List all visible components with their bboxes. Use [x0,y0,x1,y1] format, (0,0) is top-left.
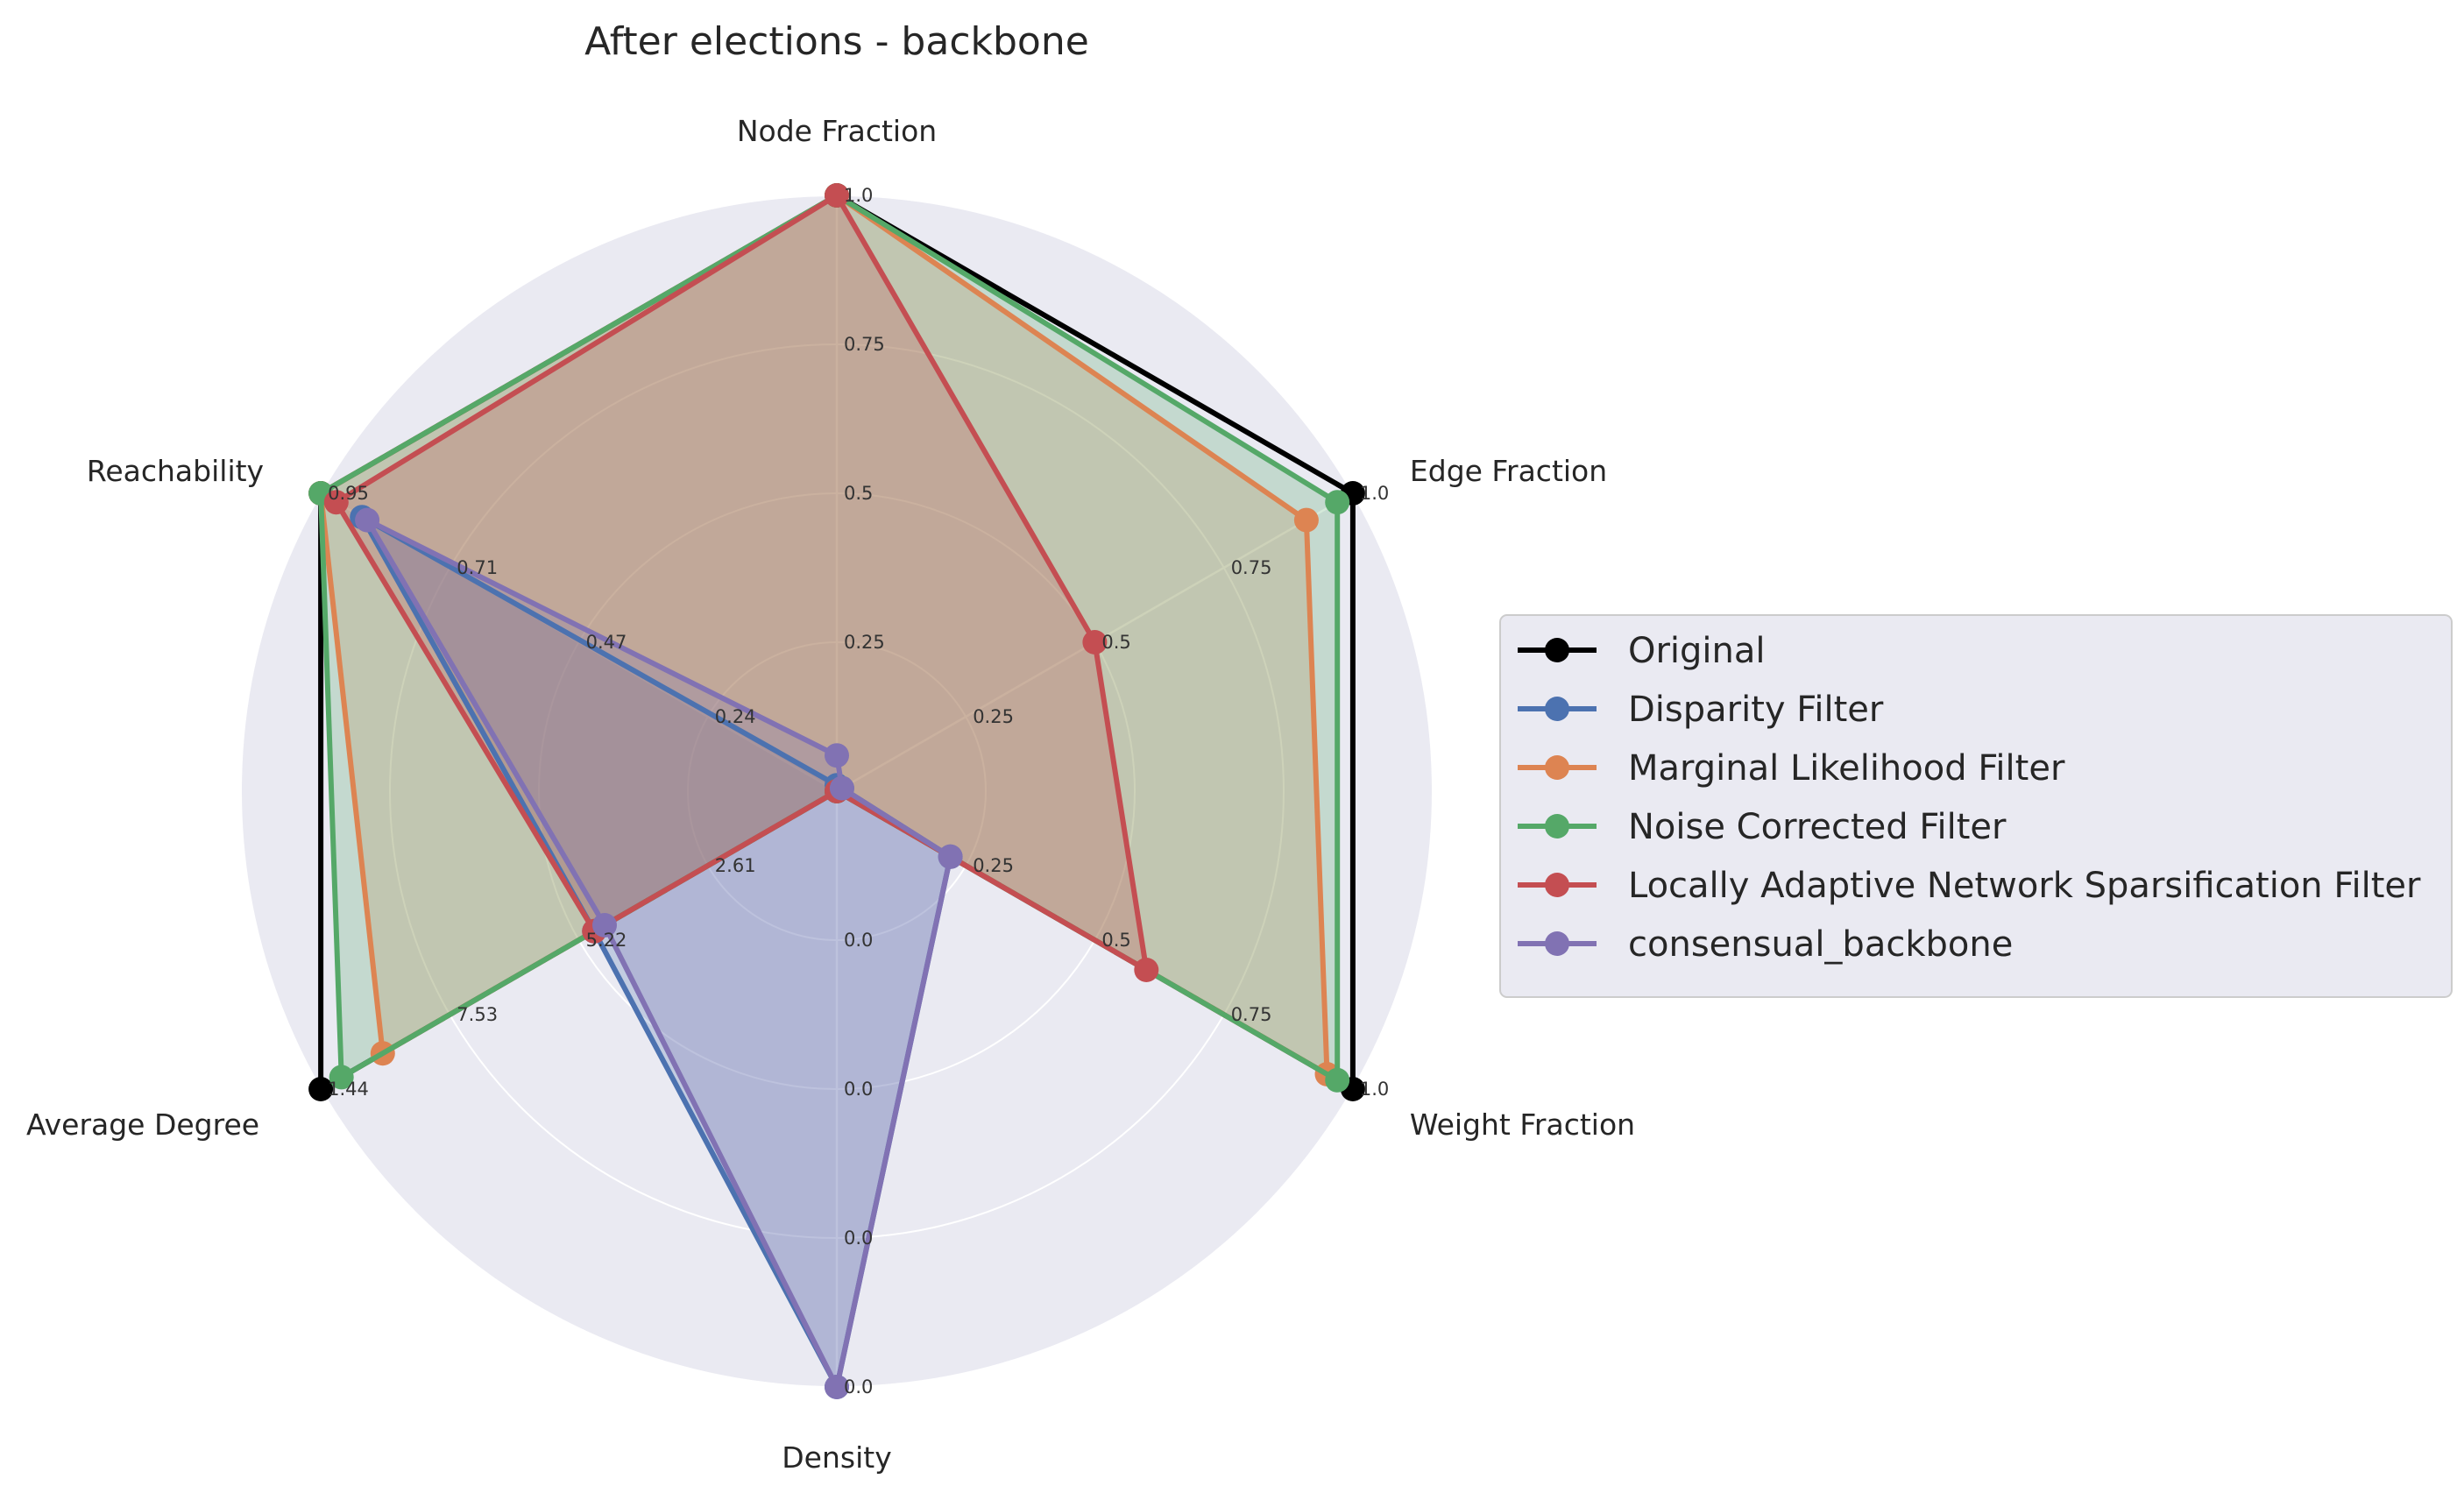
point-consensual-backbone-weight-fraction [938,844,963,869]
grid-ring [389,343,1285,1239]
tick-label: 1.0 [1360,1079,1389,1100]
point-locally-adaptive-network-sparsification-filter-reachability [323,490,349,515]
series-fill-disparity-filter [362,517,951,1387]
tick-label: 0.24 [715,706,756,727]
chart-title: After elections - backbone [584,19,1089,64]
tick-label: 0.25 [973,706,1014,727]
legend-label-marginal-likelihood-filter: Marginal Likelihood Filter [1628,748,2065,789]
point-locally-adaptive-network-sparsification-filter-edge-fraction [1082,630,1108,655]
tick-label: 0.0 [844,1228,873,1249]
grid-ring [687,641,987,941]
axis-label-density: Density [782,1440,891,1475]
point-original-average-degree [308,1077,334,1101]
point-locally-adaptive-network-sparsification-filter-node-fraction [825,183,849,208]
point-consensual-backbone-node-fraction [825,743,849,768]
tick-label: 0.75 [1231,1004,1272,1025]
tick-label: 0.71 [457,557,498,578]
tick-labels: 1.0 0.75 0.5 0.25 1.0 0.75 0.5 0.25 1.0 0.75 0.5 0.… [328,185,1389,1397]
series-lines [308,183,1365,1399]
tick-label: 0.75 [1231,557,1272,578]
axis-label-node-fraction: Node Fraction [737,114,937,148]
legend-label-original: Original [1628,631,1766,671]
tick-label: 1.0 [844,185,873,206]
axis-label-weight-fraction: Weight Fraction [1410,1107,1635,1142]
legend-label-locally-adaptive-network-sparsification-filter: Locally Adaptive Network Sparsification … [1628,866,2421,906]
axis-label-edge-fraction: Edge Fraction [1410,454,1607,488]
tick-label: 0.5 [844,483,873,504]
tick-label: 0.5 [1101,632,1130,653]
tick-label: 7.53 [457,1004,498,1025]
point-consensual-backbone-reachability [355,507,380,533]
series-fills [321,195,1338,1387]
legend-marker-consensual-backbone [1545,931,1569,956]
tick-label: 0.0 [844,930,873,951]
series-fill-marginal-likelihood-filter [321,195,1328,1074]
legend: Original Disparity Filter Marginal Likelih… [1499,614,2453,998]
point-noise-corrected-filter-weight-fraction [1325,1067,1350,1093]
axis-label-average-degree: Average Degree [26,1107,259,1142]
point-noise-corrected-filter-average-degree [329,1065,354,1090]
axis-label-reachability: Reachability [87,454,264,488]
point-consensual-backbone-density [825,1375,849,1399]
tick-label: 0.95 [328,483,369,504]
grid-ring [538,492,1136,1090]
series-fill-noise-corrected-filter [321,195,1338,1080]
legend-marker-marginal-likelihood-filter [1545,755,1569,780]
tick-label: 0.25 [844,632,885,653]
point-consensual-backbone-average-degree [592,913,617,938]
tick-label: 1.0 [1360,483,1389,504]
tick-label: 5.22 [586,930,627,951]
axis-labels: Node Fraction Edge Fraction Weight Fractio… [26,114,1635,1475]
legend-label-noise-corrected-filter: Noise Corrected Filter [1628,807,2007,847]
legend-marker-original [1545,638,1569,662]
tick-label: 1.44 [328,1079,369,1100]
tick-label: 2.61 [715,855,756,876]
series-fill-consensual-backbone [367,520,951,1387]
legend-marker-noise-corrected-filter [1545,814,1569,838]
point-noise-corrected-filter-edge-fraction [1325,490,1350,515]
legend-box [1499,614,2453,998]
tick-label: 0.75 [844,334,885,355]
legend-marker-locally-adaptive-network-sparsification-filter [1545,873,1569,897]
point-locally-adaptive-network-sparsification-filter-weight-fraction [1134,958,1159,982]
legend-label-disparity-filter: Disparity Filter [1628,690,1884,730]
point-marginal-likelihood-filter-edge-fraction [1293,507,1319,533]
series-fill-locally-adaptive-network-sparsification-filter [336,195,1147,970]
legend-marker-disparity-filter [1545,697,1569,721]
legend-label-consensual-backbone: consensual_backbone [1628,924,2013,965]
tick-label: 0.47 [586,632,627,653]
tick-label: 0.5 [1101,930,1130,951]
tick-label: 0.25 [973,855,1014,876]
point-consensual-backbone-edge-fraction [829,775,854,801]
tick-label: 0.0 [844,1376,873,1397]
tick-label: 0.0 [844,1079,873,1100]
